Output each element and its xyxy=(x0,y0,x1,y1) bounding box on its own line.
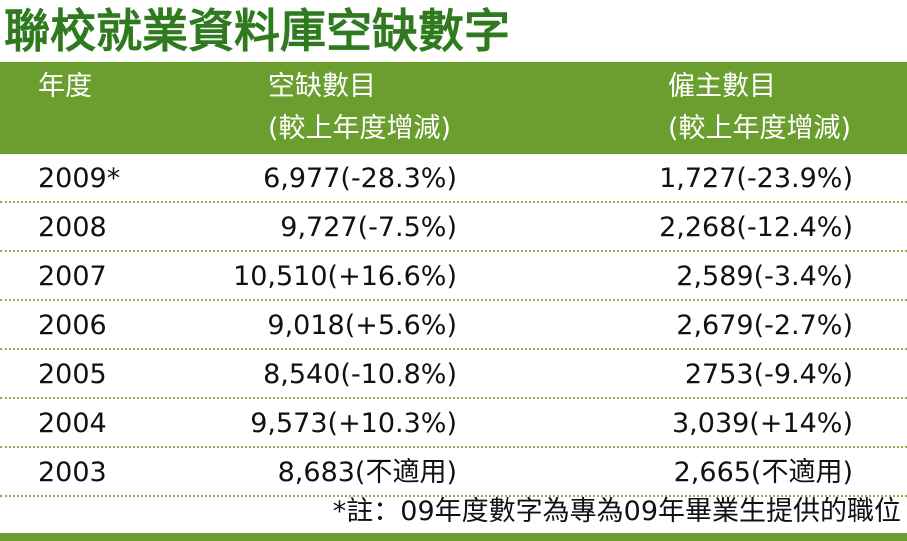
cell-year: 2006 xyxy=(38,310,107,341)
cell-vacancies: 10,510(+16.6%) xyxy=(233,261,457,292)
table-row: 2009* 6,977(-28.3%) 1,727(-23.9%) xyxy=(0,154,907,203)
cell-year: 2003 xyxy=(38,457,107,488)
header-vacancies: 空缺數目 xyxy=(268,71,376,102)
page-title: 聯校就業資料庫空缺數字 xyxy=(4,4,510,58)
table-row: 2003 8,683(不適用) 2,665(不適用) xyxy=(0,448,907,497)
header-year: 年度 xyxy=(38,71,92,102)
cell-employers: 3,039(+14%) xyxy=(672,408,853,439)
table-row: 2008 9,727(-7.5%) 2,268(-12.4%) xyxy=(0,203,907,252)
cell-year: 2008 xyxy=(38,212,107,243)
table-row: 2004 9,573(+10.3%) 3,039(+14%) xyxy=(0,399,907,448)
table-row: 2006 9,018(+5.6%) 2,679(-2.7%) xyxy=(0,301,907,350)
cell-employers: 2,268(-12.4%) xyxy=(659,212,853,243)
cell-employers: 1,727(-23.9%) xyxy=(659,163,853,194)
header-vacancies-change: (較上年度增減) xyxy=(268,113,452,144)
table-body: 2009* 6,977(-28.3%) 1,727(-23.9%) 2008 9… xyxy=(0,154,907,497)
header-employers-change: (較上年度增減) xyxy=(668,113,852,144)
cell-vacancies: 6,977(-28.3%) xyxy=(263,163,457,194)
cell-year: 2007 xyxy=(38,261,107,292)
cell-employers: 2,679(-2.7%) xyxy=(676,310,853,341)
table-row: 2007 10,510(+16.6%) 2,589(-3.4%) xyxy=(0,252,907,301)
cell-vacancies: 9,727(-7.5%) xyxy=(280,212,457,243)
cell-vacancies: 9,018(+5.6%) xyxy=(267,310,457,341)
cell-vacancies: 8,540(-10.8%) xyxy=(263,359,457,390)
footnote: *註：09年度數字為專為09年畢業生提供的職位 xyxy=(332,496,901,527)
cell-employers: 2,589(-3.4%) xyxy=(676,261,853,292)
cell-year: 2004 xyxy=(38,408,107,439)
cell-year: 2009* xyxy=(38,163,121,194)
cell-year: 2005 xyxy=(38,359,107,390)
bottom-rule xyxy=(0,533,907,541)
cell-vacancies: 9,573(+10.3%) xyxy=(250,408,457,439)
cell-employers: 2,665(不適用) xyxy=(673,457,853,488)
cell-vacancies: 8,683(不適用) xyxy=(277,457,457,488)
cell-employers: 2753(-9.4%) xyxy=(684,359,853,390)
table-row: 2005 8,540(-10.8%) 2753(-9.4%) xyxy=(0,350,907,399)
header-employers: 僱主數目 xyxy=(668,71,776,102)
table-header: 年度 空缺數目 (較上年度增減) 僱主數目 (較上年度增減) xyxy=(0,62,907,154)
